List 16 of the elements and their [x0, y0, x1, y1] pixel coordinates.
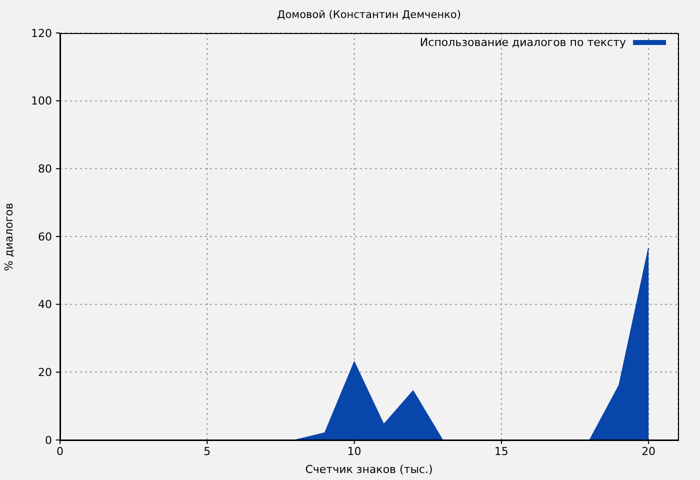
x-tick-label: 15 — [494, 444, 508, 458]
chart-title: Домовой (Константин Демченко) — [276, 9, 462, 21]
x-tick-label: 10 — [347, 444, 362, 458]
x-axis-title: Счетчик знаков (тыс.) — [304, 463, 434, 476]
y-axis-title: % диалогов — [2, 202, 16, 271]
y-tick-label: 0 — [45, 434, 52, 447]
x-tick-label: 20 — [642, 444, 656, 458]
y-tick-label: 120 — [31, 26, 52, 40]
y-tick-label: 20 — [38, 366, 52, 380]
legend-label: Использование диалогов по тексту — [420, 36, 626, 49]
x-tick-label: 0 — [56, 444, 64, 458]
y-tick-label: 40 — [38, 298, 52, 312]
y-tick-label: 80 — [38, 162, 52, 176]
y-tick-label: 60 — [38, 230, 52, 244]
x-tick-label: 5 — [204, 444, 211, 458]
y-tick-label: 100 — [31, 94, 52, 108]
